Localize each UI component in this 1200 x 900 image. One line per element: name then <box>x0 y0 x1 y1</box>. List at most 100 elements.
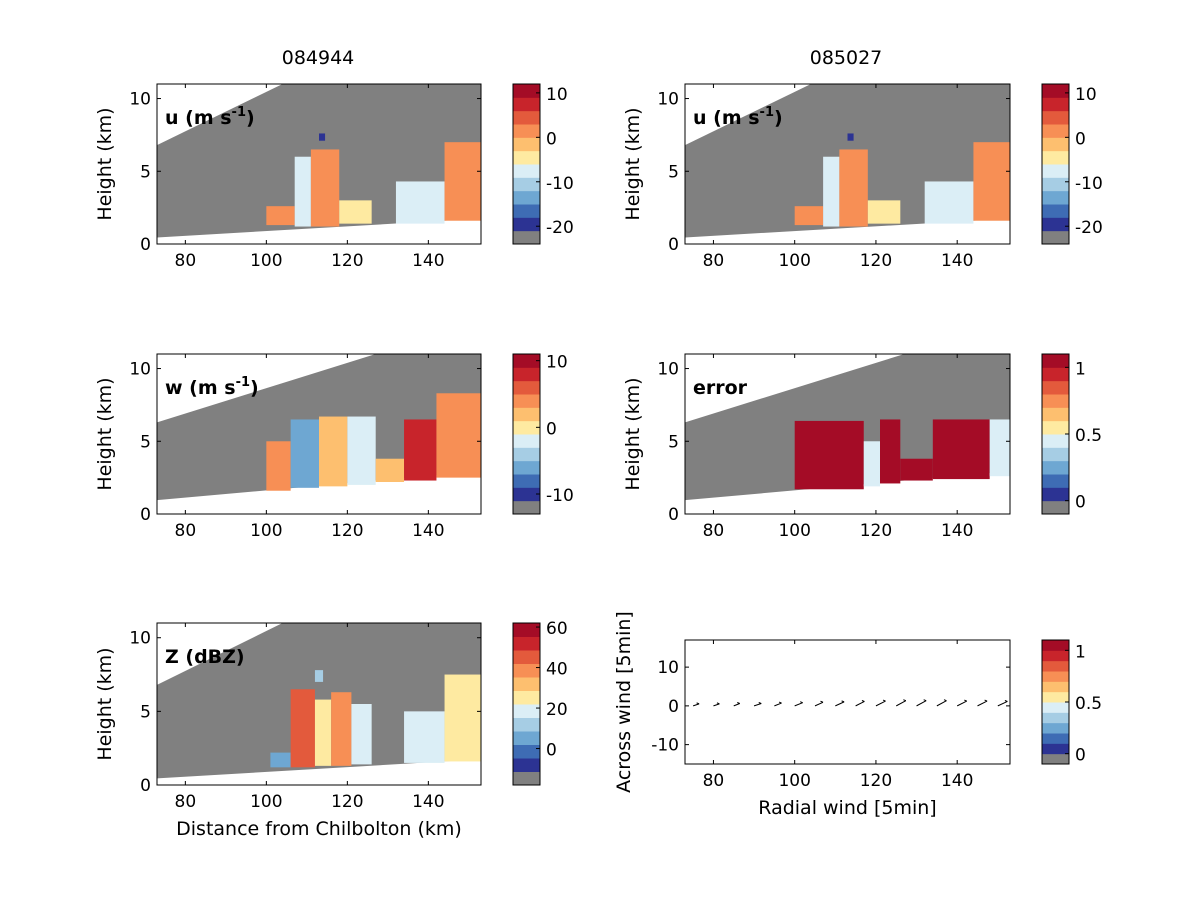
echo-cell <box>444 674 481 762</box>
x-tick-label: 140 <box>412 792 444 812</box>
x-tick-label: 100 <box>778 771 810 791</box>
wind-arrow-head <box>737 702 740 704</box>
title-left: 084944 <box>282 47 355 69</box>
colorbar-segment <box>513 447 540 462</box>
colorbar-tick-label: 10 <box>1075 85 1097 105</box>
colorbar-frame <box>1041 83 1070 245</box>
colorbar-segment <box>1042 743 1069 755</box>
x-tick-label: 140 <box>941 251 973 271</box>
colorbar-segment <box>513 380 540 395</box>
colorbar-segment <box>513 110 540 125</box>
echo-cell <box>339 200 372 224</box>
echo-cell <box>900 458 933 481</box>
colorbar-segment <box>513 124 540 138</box>
colorbar-segment <box>513 354 540 368</box>
colorbar-segment <box>513 731 540 745</box>
colorbar-segment <box>513 663 540 678</box>
echo-cell <box>290 689 315 768</box>
x-tick-label: 140 <box>412 251 444 271</box>
echo-cell <box>404 711 445 763</box>
colorbar-tick-label: 10 <box>546 353 568 373</box>
colorbar-segment <box>1042 434 1069 448</box>
wind-arrow <box>835 701 845 707</box>
wind-arrow <box>997 701 1008 707</box>
colorbar-segment <box>1042 460 1069 475</box>
y-tick-label: 0 <box>140 235 151 255</box>
colorbar-segment <box>513 217 540 232</box>
colorbar-tick-label: -10 <box>546 174 574 194</box>
colorbar-segment <box>513 177 540 192</box>
wind-arrow-head <box>841 700 845 703</box>
colorbar-tick-label: 20 <box>546 700 568 720</box>
colorbar-segment <box>513 650 540 664</box>
x-tick-label: 120 <box>331 521 363 541</box>
echo-cell <box>436 393 481 478</box>
colorbar-segment <box>1042 487 1069 502</box>
echo-cell <box>847 133 854 141</box>
colorbar-segment <box>1042 691 1069 703</box>
x-tick-label: 140 <box>941 771 973 791</box>
colorbar-segment <box>513 97 540 112</box>
wind-arrow-head <box>964 699 967 702</box>
x-tick-label: 120 <box>331 251 363 271</box>
echo-cell <box>867 200 901 224</box>
y-axis-label: Height (km) <box>94 647 116 760</box>
wind-arrow-head <box>820 700 824 703</box>
colorbar-segment <box>1042 84 1069 98</box>
colorbar-segment <box>513 460 540 475</box>
plot-area <box>157 623 481 779</box>
colorbar-segment <box>1042 137 1069 152</box>
x-tick-label: 120 <box>860 251 892 271</box>
x-tick-label: 120 <box>860 771 892 791</box>
y-tick-label: 5 <box>140 432 151 452</box>
plot-area <box>157 84 481 238</box>
y-tick-label: 5 <box>668 162 679 182</box>
colorbar-tick-label: 0 <box>546 129 557 149</box>
y-tick-label: 0 <box>668 697 679 717</box>
wind-arrow-head <box>882 699 886 702</box>
echo-cell <box>319 416 348 487</box>
colorbar-segment <box>1042 712 1069 724</box>
echo-cell <box>932 419 990 480</box>
colorbar-tick-label: 0.5 <box>1075 426 1102 446</box>
wind-arrow <box>774 702 782 707</box>
echo-cell <box>989 419 1010 477</box>
colorbar-segment <box>1042 702 1069 713</box>
colorbar-tick-label: -10 <box>546 486 574 506</box>
colorbar-segment <box>1042 681 1069 693</box>
colorbar-segment <box>513 636 540 651</box>
plot-area <box>685 354 1010 501</box>
echo-cell <box>314 670 324 682</box>
echo-cell <box>404 419 437 481</box>
wind-arrow <box>814 701 824 707</box>
colorbar-segment <box>1042 217 1069 232</box>
x-tick-label: 80 <box>703 521 725 541</box>
wind-arrow <box>855 701 865 707</box>
echo-cell <box>794 420 864 490</box>
y-tick-label: 5 <box>140 162 151 182</box>
y-tick-label: 10 <box>657 658 679 678</box>
colorbar-tick-label: 40 <box>546 660 568 680</box>
colorbar-segment <box>513 190 540 205</box>
echo-cell <box>290 419 319 488</box>
x-tick-label: 80 <box>175 792 197 812</box>
y-axis-label: Height (km) <box>94 377 116 490</box>
wind-arrow <box>692 703 700 707</box>
colorbar-frame <box>512 83 541 245</box>
wind-arrow-head <box>1004 700 1008 702</box>
axes-frame <box>156 622 482 786</box>
colorbar-segment <box>513 744 540 759</box>
colorbar-segment <box>1042 671 1069 682</box>
y-tick-label: 0 <box>668 505 679 525</box>
x-tick-label: 140 <box>941 521 973 541</box>
wind-arrow <box>896 700 907 707</box>
colorbar-segment <box>513 500 540 515</box>
panel-p5: Z (dBZ) 80 100 120 140 0 5 10 Height (km) Distanc… <box>94 619 568 840</box>
colorbar-segment <box>513 137 540 152</box>
echo-cell <box>375 458 405 482</box>
colorbar-segment <box>513 677 540 691</box>
